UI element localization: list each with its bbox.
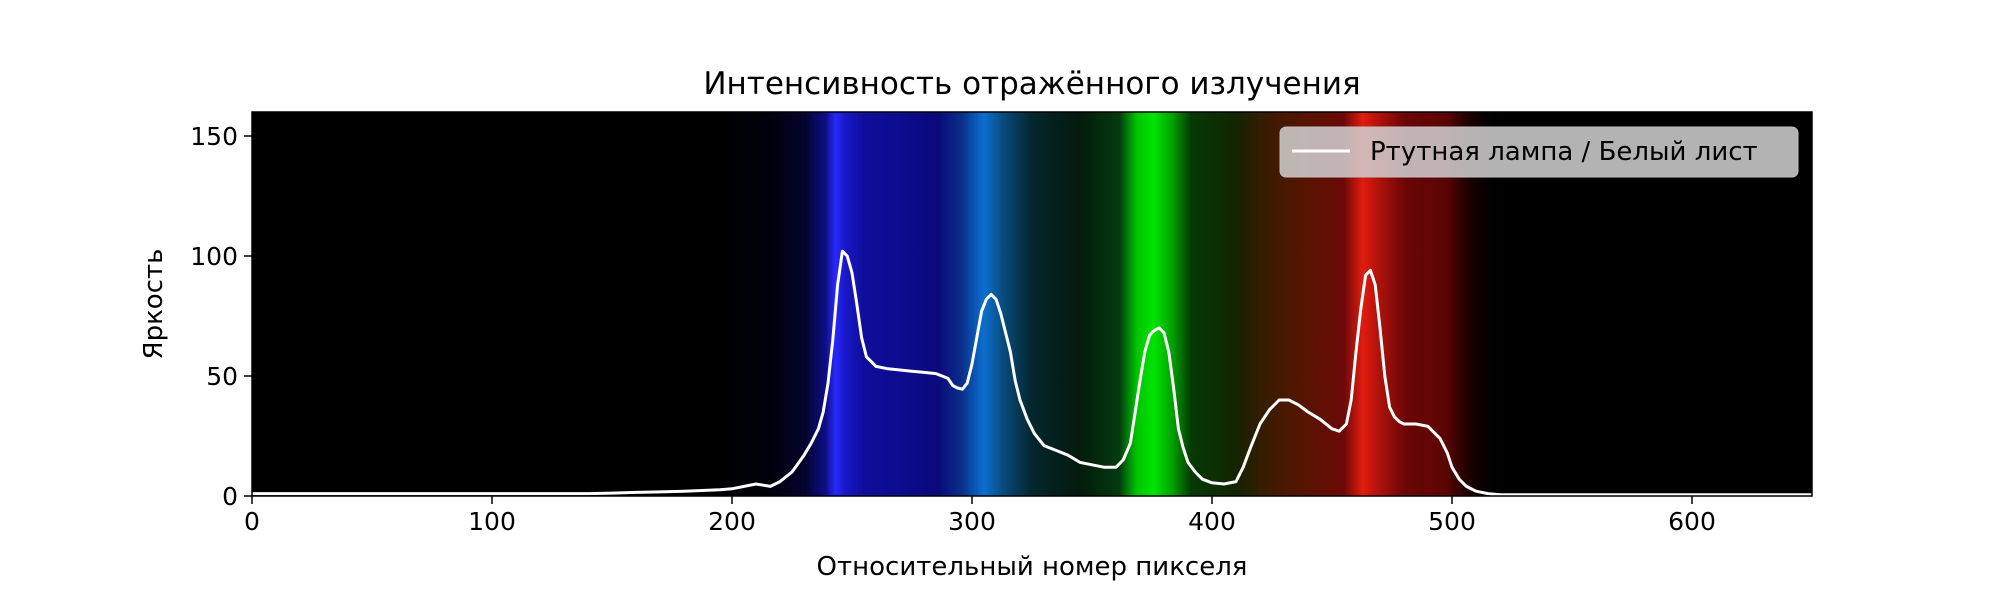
legend-box: [1279, 126, 1799, 178]
axes-frame: [251, 111, 1813, 497]
y-tick-label: 50: [206, 362, 238, 391]
x-axis-ticks: 0 100 200 300 400 500 600: [244, 496, 1716, 536]
x-tick-label: 600: [1668, 507, 1716, 536]
legend: Ртутная лампа / Белый лист: [1279, 126, 1799, 178]
legend-entry-label: Ртутная лампа / Белый лист: [1370, 137, 1758, 167]
x-tick-label: 500: [1428, 507, 1476, 536]
plot-area: [252, 249, 1812, 496]
y-axis-label: Яркость: [139, 249, 169, 360]
series-line: [252, 249, 1812, 496]
y-tick-label: 100: [190, 242, 238, 271]
y-axis-ticks: 0 50 100 150: [190, 122, 252, 511]
x-tick-label: 0: [244, 507, 260, 536]
y-tick-label: 150: [190, 122, 238, 151]
x-tick-label: 300: [948, 507, 996, 536]
x-tick-label: 400: [1188, 507, 1236, 536]
chart-title: Интенсивность отражённого излучения: [703, 66, 1360, 102]
x-axis-label: Относительный номер пикселя: [817, 552, 1248, 582]
y-tick-label: 0: [222, 482, 238, 511]
x-tick-label: 200: [708, 507, 756, 536]
x-tick-label: 100: [468, 507, 516, 536]
